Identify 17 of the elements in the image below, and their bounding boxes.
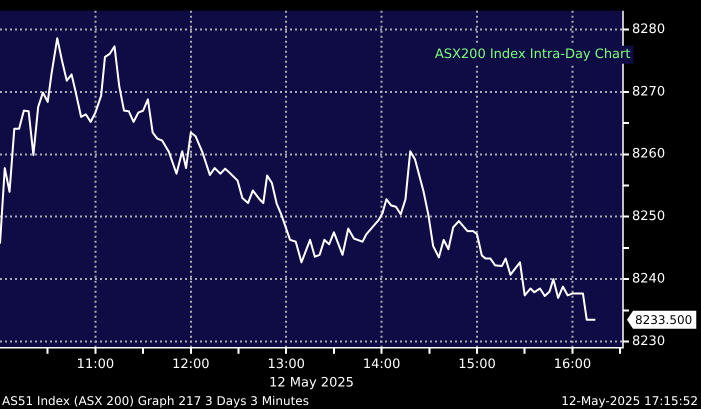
x-tick-label: 14:00 (362, 356, 400, 372)
y-tick-label: 8270 (632, 84, 666, 100)
x-tick-label: 12:00 (172, 356, 210, 372)
text: 8233.500 (635, 312, 692, 327)
text: 12-May-2025 17:15:52 (561, 394, 698, 408)
text: AS51 Index (ASX 200) Graph 217 3 Days 3 Minutes (2, 394, 309, 408)
x-tick-label: 11:00 (76, 356, 114, 372)
y-tick-label: 8280 (632, 22, 666, 37)
text: ASX200 Index Intra-Day Chart (434, 47, 630, 62)
x-tick-label: 13:00 (267, 356, 305, 372)
y-tick-label: 8250 (632, 209, 666, 224)
y-tick-label: 8230 (632, 334, 666, 349)
x-tick-label: 15:00 (458, 356, 496, 372)
y-tick-label: 8240 (632, 272, 666, 287)
x-tick-label: 16:00 (554, 356, 592, 372)
y-tick-label: 8260 (632, 146, 666, 162)
x-axis-title: 12 May 2025 (269, 376, 354, 391)
